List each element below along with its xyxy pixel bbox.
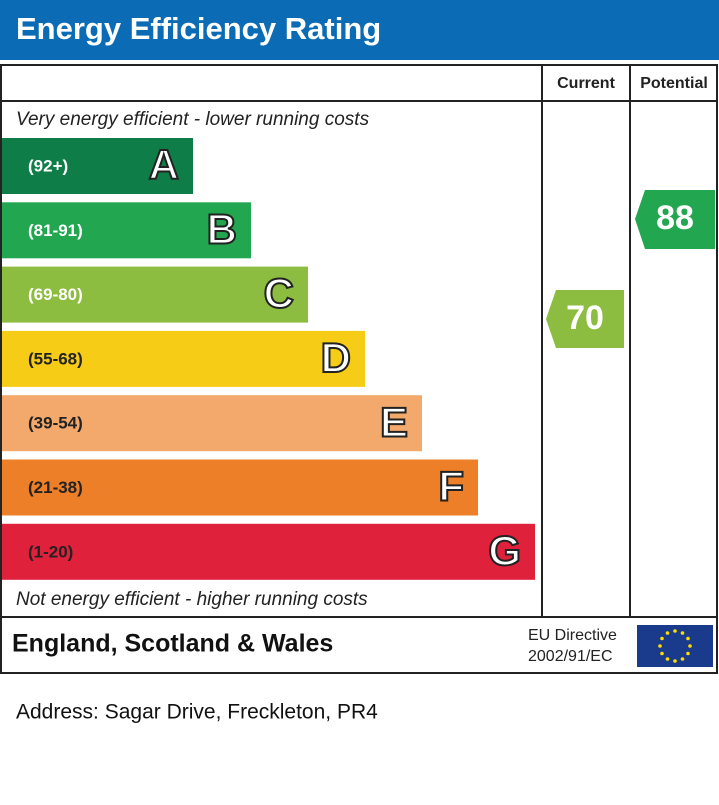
eu-star (673, 629, 677, 633)
band (2, 395, 422, 452)
eu-star (658, 644, 662, 648)
band (2, 523, 535, 580)
band-letter: D (321, 334, 351, 381)
eu-star (680, 657, 685, 661)
band-range: (1-20) (28, 542, 73, 561)
band (2, 459, 478, 516)
directive: 2002/91/EC (528, 648, 613, 665)
column-header: Current (557, 75, 615, 92)
top-note: Very energy efficient - lower running co… (16, 109, 370, 130)
eu-star (688, 644, 692, 648)
directive: EU Directive (528, 627, 617, 644)
eu-star (665, 657, 670, 661)
band-letter: E (380, 398, 408, 445)
band-range: (21-38) (28, 478, 83, 497)
region: England, Scotland & Wales (12, 630, 333, 658)
title: Energy Efficiency Rating (16, 11, 381, 46)
band-letter: B (207, 205, 237, 252)
frame (0, 64, 718, 674)
current-rating: 70 (566, 299, 604, 337)
band (2, 138, 193, 194)
band (2, 330, 365, 387)
band (2, 266, 308, 323)
title-bar (0, 0, 719, 60)
band-range: (69-80) (28, 285, 83, 304)
column-header: Potential (640, 75, 708, 92)
band-range: (92+) (28, 156, 68, 175)
eu-stars (658, 629, 692, 663)
band-range: (39-54) (28, 414, 83, 433)
eu-star (686, 651, 690, 656)
band-letter: C (264, 270, 294, 317)
band-range: (81-91) (28, 221, 83, 240)
bottom-note: Not energy efficient - higher running co… (16, 589, 368, 610)
address: Address: Sagar Drive, Freckleton, PR4 (16, 701, 378, 724)
eu-star (665, 631, 670, 635)
potential-arrow (635, 190, 715, 249)
current-arrow (546, 290, 624, 348)
eu-star (673, 659, 677, 663)
band-letter: G (488, 527, 521, 574)
band (2, 202, 251, 259)
band-letter: F (438, 463, 464, 510)
band-letter: A (149, 141, 179, 188)
eu-star (686, 636, 690, 641)
eu-star (660, 651, 664, 656)
potential-rating: 88 (656, 199, 694, 237)
eu-star (680, 631, 685, 635)
eu-star (660, 636, 664, 641)
band-range: (55-68) (28, 349, 83, 368)
